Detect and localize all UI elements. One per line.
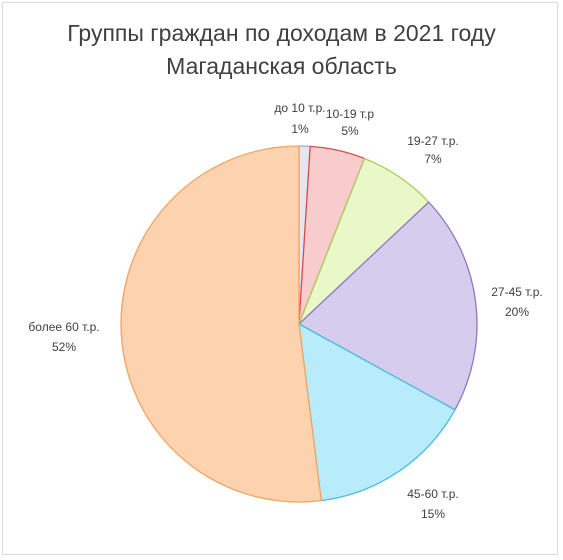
pie-labels: до 10 т.р. 1% 10-19 т.р 5% 19-27 т.р. 7% 27-45… (28, 101, 542, 521)
slice-percent-label: 15% (421, 507, 445, 521)
slice-percent-label: 20% (505, 305, 529, 319)
chart-title: Группы граждан по доходам в 2021 году (67, 20, 496, 46)
slice-category-label: 10-19 т.р (326, 107, 375, 121)
slice-category-label: 27-45 т.р. (491, 285, 543, 299)
slice-percent-label: 5% (341, 124, 359, 138)
slice-percent-label: 52% (52, 340, 76, 354)
pie-slice-4 (298, 201, 478, 411)
slice-percent-label: 7% (424, 152, 442, 166)
chart-subtitle: Магаданская область (166, 53, 397, 79)
pie-slice-6 (120, 145, 322, 503)
slice-category-label: до 10 т.р. (274, 101, 325, 115)
slice-category-label: 19-27 т.р. (407, 134, 459, 148)
slice-category-label: 45-60 т.р. (407, 487, 459, 501)
slice-category-label: более 60 т.р. (28, 320, 99, 334)
slice-percent-label: 1% (291, 122, 309, 136)
pie-slices (120, 145, 478, 503)
pie-slice-5 (298, 323, 456, 502)
